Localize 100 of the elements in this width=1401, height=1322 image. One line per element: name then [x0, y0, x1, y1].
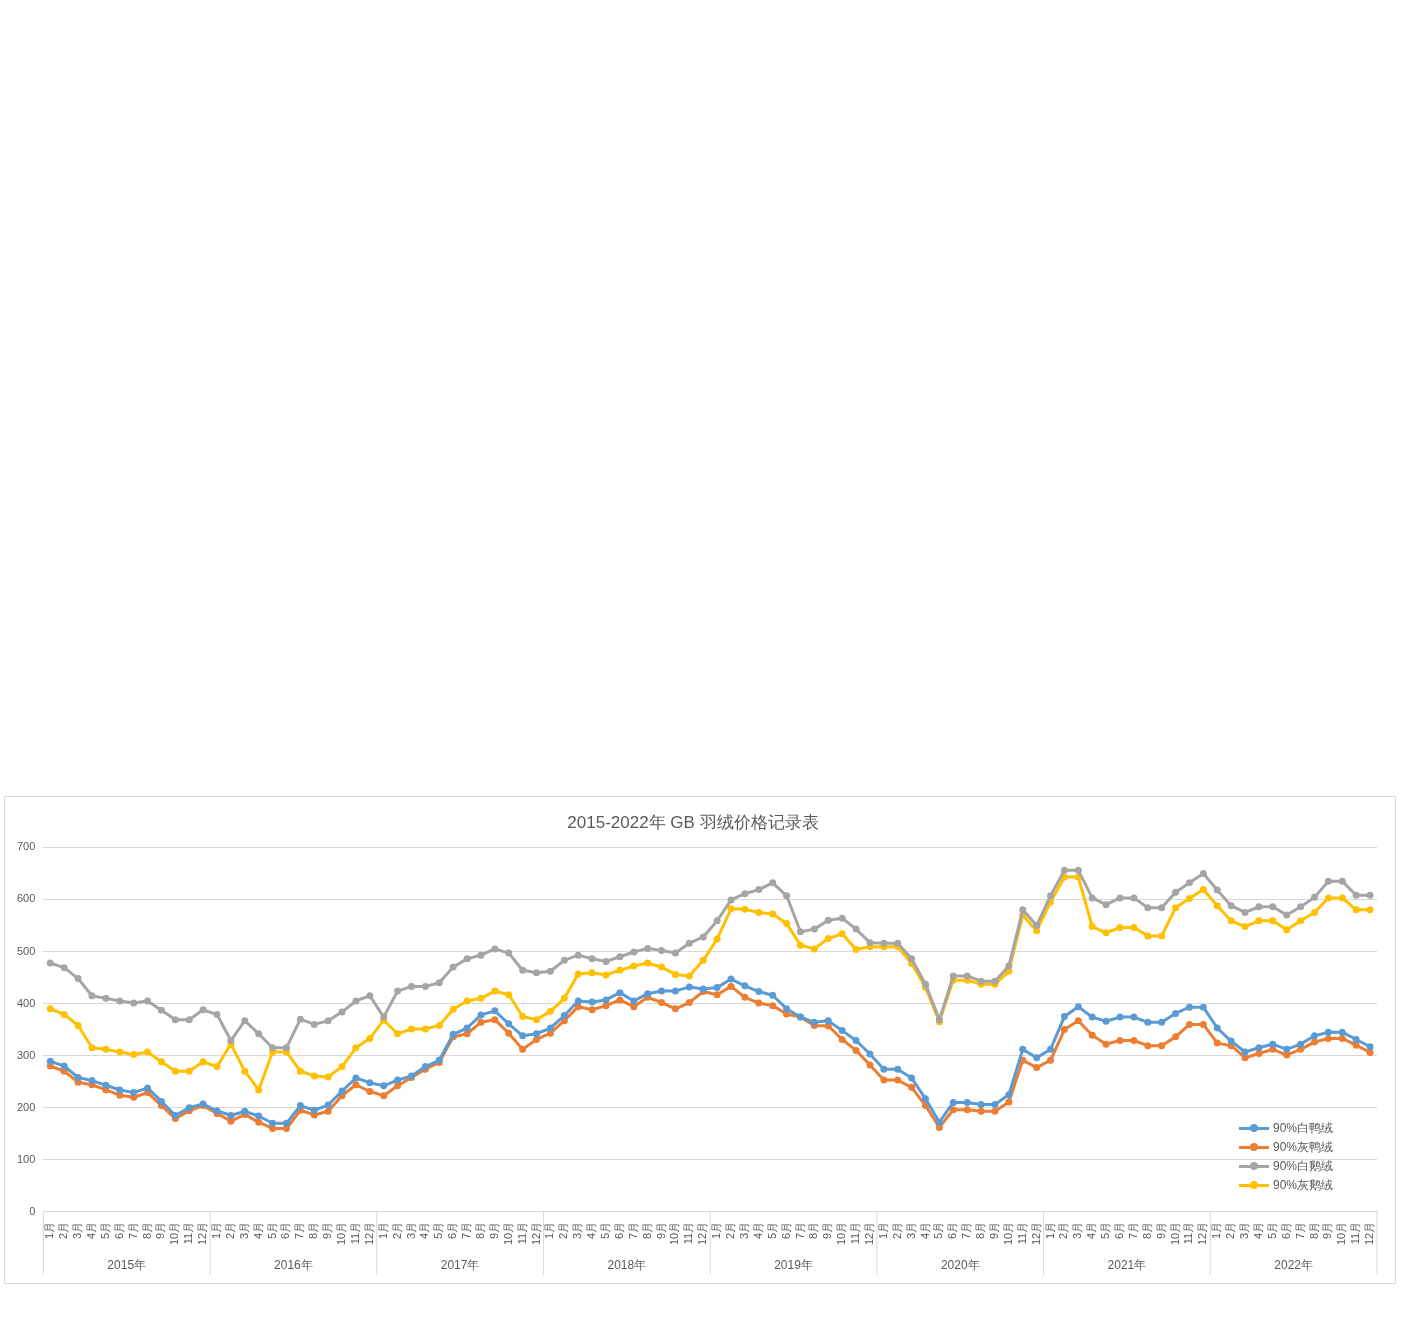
x-tick-label: 2月	[724, 1221, 737, 1239]
x-tick-label: 4月	[85, 1221, 98, 1239]
x-tick-label: 2月	[890, 1221, 903, 1239]
x-tick-label: 1月	[876, 1221, 889, 1239]
text: 2017年	[440, 1258, 480, 1272]
x-tick-label: 10月	[1335, 1221, 1348, 1246]
x-tick-label: 1月	[1210, 1221, 1223, 1239]
chart-title: 2015-2022年 GB 羽绒价格记录表	[567, 812, 819, 832]
x-tick-label: 1月	[43, 1221, 56, 1239]
x-tick-label: 11月	[682, 1221, 695, 1245]
x-tick-label: 12月	[196, 1221, 209, 1246]
x-tick-label: 12月	[1196, 1221, 1209, 1246]
x-tick-label: 5月	[599, 1221, 612, 1239]
x-tick-label: 8月	[807, 1221, 820, 1239]
x-tick-label: 6月	[612, 1221, 625, 1239]
x-tick-label: 3月	[71, 1221, 84, 1239]
x-tick-label: 3月	[571, 1221, 584, 1239]
x-tick-label: 4月	[1085, 1221, 1098, 1239]
x-tick-label: 9月	[988, 1221, 1000, 1239]
y-tick-label: 300	[16, 1048, 36, 1061]
text: 2018年	[607, 1258, 647, 1272]
legend-label: 90%白鸭绒	[1272, 1120, 1333, 1137]
x-tick-label: 8月	[974, 1221, 987, 1239]
x-tick-label: 7月	[626, 1221, 639, 1239]
x-tick-label: 7月	[793, 1221, 806, 1239]
x-tick-label: 9月	[487, 1221, 500, 1239]
x-tick-label: 11月	[1349, 1221, 1362, 1245]
text: 2015年	[107, 1258, 147, 1272]
x-tick-label: 12月	[1029, 1221, 1042, 1246]
y-tick-label: 400	[16, 996, 36, 1009]
x-tick-label: 6月	[946, 1221, 959, 1239]
x-tick-label: 10月	[501, 1221, 514, 1246]
x-tick-label: 6月	[779, 1221, 792, 1239]
x-tick-label: 3月	[904, 1221, 917, 1239]
x-tick-label: 2月	[557, 1221, 570, 1239]
x-tick-label: 6月	[279, 1221, 292, 1239]
x-tick-label: 10月	[335, 1221, 348, 1246]
y-tick-label: 600	[16, 892, 36, 905]
x-tick-label: 1月	[376, 1221, 389, 1239]
text: 2019年	[774, 1258, 813, 1272]
x-tick-label: 9月	[1154, 1221, 1167, 1239]
x-tick-label: 3月	[1238, 1221, 1251, 1239]
x-tick-label: 3月	[1071, 1221, 1084, 1239]
x-tick-label: 5月	[98, 1221, 111, 1239]
x-tick-label: 7月	[460, 1221, 473, 1239]
x-tick-label: 11月	[182, 1221, 195, 1245]
x-tick-label: 5月	[1265, 1221, 1278, 1239]
x-tick-label: 11月	[849, 1221, 862, 1245]
x-tick-label: 11月	[1182, 1221, 1195, 1245]
text: 2016年	[274, 1258, 313, 1272]
x-tick-label: 6月	[112, 1221, 125, 1239]
x-tick-label: 8月	[1307, 1221, 1320, 1239]
x-tick-label: 1月	[710, 1221, 723, 1239]
x-tick-label: 12月	[696, 1221, 709, 1246]
x-tick-label: 4月	[585, 1221, 598, 1239]
x-tick-label: 3月	[404, 1221, 417, 1239]
x-tick-label: 6月	[446, 1221, 459, 1239]
x-tick-label: 5月	[432, 1221, 445, 1239]
text: 2020年	[940, 1258, 980, 1272]
x-tick-label: 12月	[362, 1221, 375, 1246]
x-tick-label: 11月	[1015, 1221, 1028, 1245]
x-tick-label: 2月	[390, 1221, 403, 1239]
x-tick-label: 7月	[293, 1221, 306, 1239]
x-tick-label: 3月	[737, 1221, 750, 1239]
y-tick-label: 700	[16, 840, 36, 853]
text: 2022年	[1274, 1258, 1313, 1272]
x-tick-label: 5月	[932, 1221, 945, 1239]
x-tick-label: 9月	[1321, 1221, 1334, 1239]
text: 2021年	[1107, 1258, 1147, 1272]
x-tick-label: 12月	[862, 1221, 875, 1246]
x-tick-label: 8月	[140, 1221, 153, 1239]
x-tick-label: 8月	[1140, 1221, 1153, 1239]
x-tick-label: 2月	[57, 1221, 70, 1239]
x-tick-label: 7月	[1293, 1221, 1306, 1239]
x-tick-label: 1月	[210, 1221, 223, 1239]
x-tick-label: 1月	[1043, 1221, 1056, 1239]
legend-label: 90%灰鹅绒	[1272, 1177, 1333, 1194]
x-tick-label: 2月	[1057, 1221, 1070, 1239]
x-tick-label: 12月	[529, 1221, 542, 1246]
x-tick-label: 6月	[1279, 1221, 1292, 1239]
x-tick-label: 4月	[251, 1221, 264, 1239]
x-tick-label: 11月	[515, 1221, 528, 1245]
x-tick-label: 5月	[1099, 1221, 1112, 1239]
y-tick-label: 200	[16, 1100, 36, 1113]
x-tick-label: 7月	[960, 1221, 973, 1239]
x-tick-label: 10月	[1001, 1221, 1014, 1246]
x-tick-label: 5月	[765, 1221, 778, 1239]
x-tick-label: 4月	[751, 1221, 764, 1239]
x-tick-label: 10月	[1168, 1221, 1181, 1246]
x-tick-label: 11月	[348, 1221, 361, 1245]
x-tick-label: 3月	[237, 1221, 250, 1239]
x-tick-label: 7月	[1126, 1221, 1139, 1239]
y-tick-label: 500	[16, 944, 36, 957]
x-tick-label: 4月	[418, 1221, 431, 1239]
x-tick-label: 6月	[1113, 1221, 1126, 1239]
x-tick-label: 1月	[543, 1221, 556, 1239]
x-tick-label: 9月	[154, 1221, 167, 1239]
legend-label: 90%灰鸭绒	[1272, 1139, 1333, 1156]
x-tick-label: 9月	[654, 1221, 667, 1239]
x-tick-label: 10月	[835, 1221, 848, 1246]
